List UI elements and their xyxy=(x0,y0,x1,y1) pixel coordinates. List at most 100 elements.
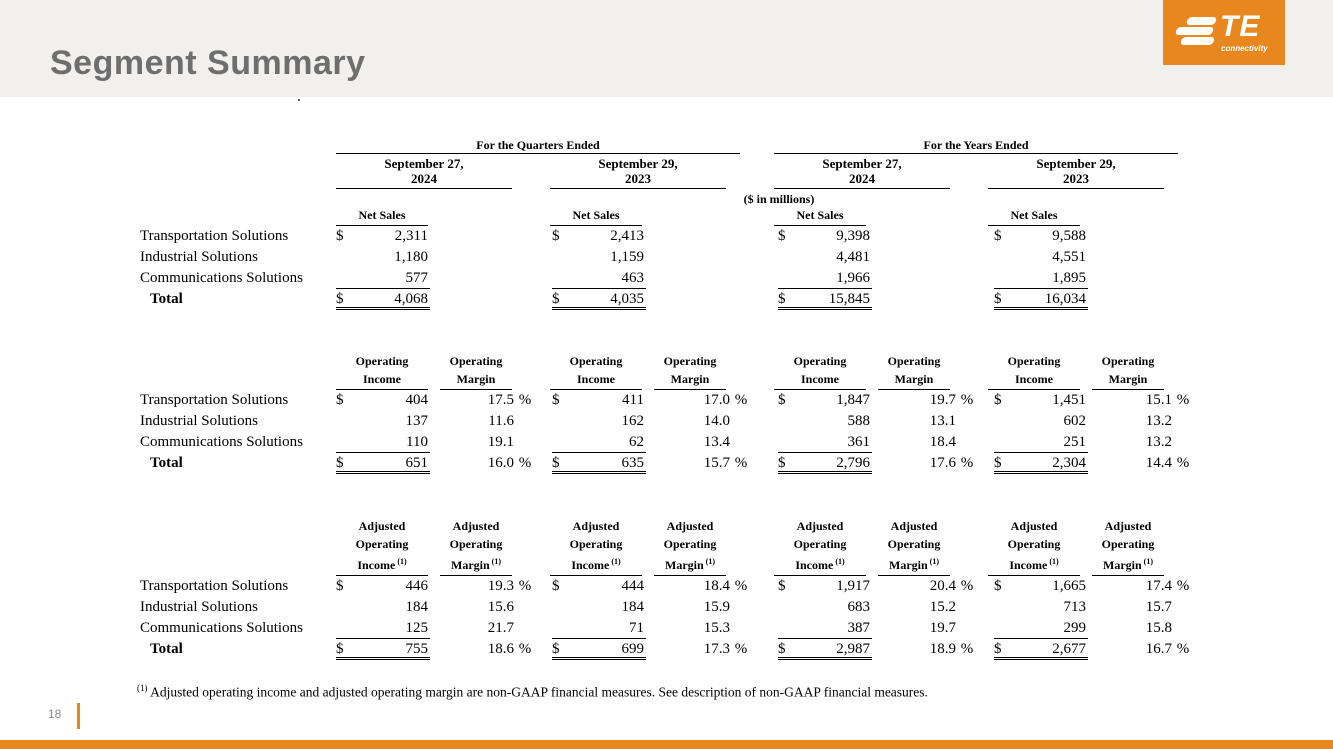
percent-sign: % xyxy=(518,578,532,594)
dollar-sign: $ xyxy=(994,289,1014,310)
column-group: $2,413 xyxy=(552,226,752,247)
margin-cell xyxy=(884,226,956,247)
column-group: $446 19.3% xyxy=(336,576,536,597)
dollar-sign: $ xyxy=(336,578,344,594)
column-header-line: Margin xyxy=(894,372,934,386)
value-cell: 2,796 xyxy=(798,453,872,474)
value-cell: 404 xyxy=(405,392,429,408)
table-row: Industrial Solutions 184 15.6 184 15.9 683 15.… xyxy=(140,597,1200,618)
percent-sign: % xyxy=(1176,641,1190,657)
logo-bar-icon xyxy=(1185,17,1218,25)
percent-sign xyxy=(514,432,536,453)
column-group: $2,796 17.6% xyxy=(778,453,978,474)
page-number: 18 xyxy=(48,707,62,721)
table-row: Communications Solutions 125 21.7 71 15.3 387… xyxy=(140,618,1200,639)
percent-sign xyxy=(956,432,978,453)
column-header-line: Margin xyxy=(456,372,496,386)
percent-sign xyxy=(1172,226,1194,247)
column-group: 4,551 xyxy=(994,247,1194,268)
dollar-sign: $ xyxy=(552,289,572,310)
footnote-text: Adjusted operating income and adjusted o… xyxy=(150,684,928,700)
value-cell: 635 xyxy=(572,453,646,474)
value-cell: 4,068 xyxy=(356,289,430,310)
value-cell: 62 xyxy=(572,432,646,453)
percent-sign: % xyxy=(734,578,748,594)
dollar-sign: $ xyxy=(994,392,1002,408)
dollar-sign xyxy=(994,597,1014,618)
percent-sign xyxy=(730,432,752,453)
margin-cell: 18.4 xyxy=(703,578,730,594)
column-group: $2,987 18.9% xyxy=(778,639,978,660)
units-note: ($ in millions) xyxy=(743,192,815,206)
column-group: Net Sales xyxy=(774,206,972,226)
column-header-line: Operating xyxy=(1007,537,1061,551)
table-row: Total $4,068 $4,035 $15,845 $16,034 xyxy=(140,289,1200,310)
value-cell: 1,180 xyxy=(394,249,428,265)
margin-cell: 17.5 xyxy=(487,392,514,408)
margin-cell xyxy=(1100,247,1172,268)
value-cell: 16,034 xyxy=(1014,289,1088,310)
column-header-line: Operating xyxy=(355,537,409,551)
dollar-sign xyxy=(552,597,572,618)
column-group: 713 15.7 xyxy=(994,597,1194,618)
table-row: Industrial Solutions 1,180 1,159 4,481 4,551 xyxy=(140,247,1200,268)
margin-cell: 18.9 xyxy=(929,641,956,657)
column-group: 1,895 xyxy=(994,268,1194,289)
column-group: 4,481 xyxy=(778,247,978,268)
column-group: $404 17.5% xyxy=(336,390,536,411)
value-cell: 137 xyxy=(405,413,429,429)
column-group: $1,451 15.1% xyxy=(994,390,1194,411)
value-column-header: Net Sales xyxy=(774,206,866,226)
margin-cell xyxy=(658,247,730,268)
section-adjusted-operating: Adjusted Operating Income (1) Adjusted Opera… xyxy=(140,517,1200,660)
dollar-sign: $ xyxy=(552,228,560,244)
header-band xyxy=(0,0,1333,97)
column-group: $15,845 xyxy=(778,289,978,310)
column-header-line: Operating xyxy=(355,354,409,368)
column-header-line: Income xyxy=(1015,372,1053,386)
margin-cell xyxy=(442,289,514,310)
column-group: $699 17.3% xyxy=(552,639,752,660)
value-cell: 602 xyxy=(1063,413,1087,429)
row-label: Total xyxy=(150,291,183,307)
column-group: 125 21.7 xyxy=(336,618,536,639)
column-group: 577 xyxy=(336,268,536,289)
margin-cell xyxy=(884,268,956,289)
column-group: $1,665 17.4% xyxy=(994,576,1194,597)
column-group: 137 11.6 xyxy=(336,411,536,432)
dollar-sign xyxy=(552,411,572,432)
dollar-sign xyxy=(336,247,356,268)
dollar-sign xyxy=(778,247,798,268)
column-header-line: Adjusted xyxy=(1010,519,1058,533)
column-header-line: Operating xyxy=(569,537,623,551)
percent-sign: % xyxy=(734,392,748,408)
margin-cell xyxy=(442,247,514,268)
logo-tagline: connectivity xyxy=(1221,44,1268,53)
column-header-line: Adjusted xyxy=(890,519,938,533)
quarters-ended-header: For the Quarters Ended xyxy=(336,138,740,154)
footnote-superscript: (1) xyxy=(137,683,148,693)
column-group: $4,068 xyxy=(336,289,536,310)
column-group: $755 18.6% xyxy=(336,639,536,660)
dollar-sign: $ xyxy=(552,578,560,594)
dollar-sign xyxy=(994,268,1014,289)
column-group: Adjusted Operating Income (1) Adjusted Opera… xyxy=(774,517,972,576)
margin-cell: 19.3 xyxy=(487,578,514,594)
column-header-line: Margin xyxy=(1108,372,1148,386)
logo-brand-text: TE xyxy=(1220,10,1261,43)
dollar-sign: $ xyxy=(778,578,786,594)
margin-cell: 14.0 xyxy=(703,413,730,429)
column-group: Adjusted Operating Income (1) Adjusted Opera… xyxy=(336,517,534,576)
section-net-sales: Net Sales Net Sales Net Sales Net Sales Tran… xyxy=(140,206,1200,310)
column-group: 387 19.7 xyxy=(778,618,978,639)
column-header-line: Operating xyxy=(1101,354,1155,368)
margin-cell: 20.4 xyxy=(929,578,956,594)
value-cell: 4,551 xyxy=(1052,249,1086,265)
column-group: Operating Income Operating Margin xyxy=(988,352,1186,390)
dollar-sign: $ xyxy=(994,228,1002,244)
column-header-line: Net Sales xyxy=(358,208,406,222)
column-header-line: Operating xyxy=(449,537,503,551)
value-cell: 4,481 xyxy=(836,249,870,265)
margin-cell: 16.0 xyxy=(487,455,514,471)
value-cell: 162 xyxy=(621,413,645,429)
